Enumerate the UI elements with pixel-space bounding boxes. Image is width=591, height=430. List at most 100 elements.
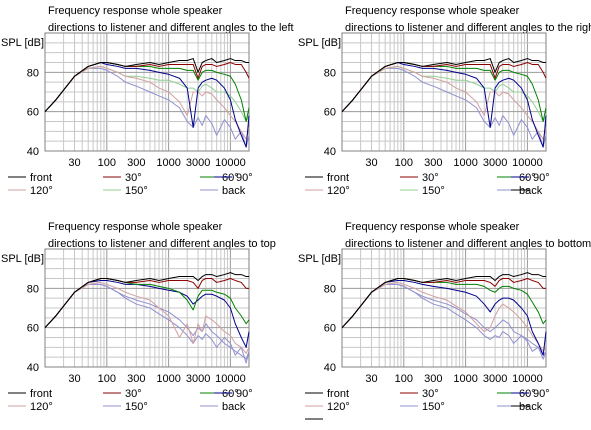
- chart-subtitle: directions to listener and different ang…: [48, 22, 294, 34]
- legend-label: back: [222, 401, 246, 413]
- x-tick-label: 100: [98, 373, 116, 385]
- legend-item: back: [200, 185, 246, 197]
- legend-label: 150°: [422, 185, 445, 197]
- y-tick-label: 60: [27, 107, 39, 119]
- chart-subtitle: directions to listener and different ang…: [345, 22, 591, 34]
- x-tick-label: 100: [395, 373, 413, 385]
- x-tick-label: 10000: [215, 373, 246, 385]
- x-tick-label: 100: [98, 157, 116, 169]
- x-tick-label: 10000: [512, 157, 543, 169]
- series-group: [44, 272, 250, 364]
- legend-label: front: [327, 388, 349, 400]
- x-tick-label: 3000: [186, 373, 210, 385]
- legend-item: 60°: [497, 388, 536, 400]
- x-tick-label: 100: [395, 157, 413, 169]
- legend-item: 120°: [305, 401, 350, 413]
- y-axis-label: SPL [dB]: [298, 37, 341, 49]
- legend-item: 120°: [8, 401, 53, 413]
- legend-label: back: [222, 185, 246, 197]
- series-line-90deg: [341, 279, 547, 356]
- legend: front 30° 60°90° 120° 150° back: [8, 172, 253, 197]
- legend-item: 120°: [305, 185, 350, 197]
- legend: front 30° 60°90° 120° 150° back: [305, 172, 550, 197]
- legend-label: 120°: [327, 401, 350, 413]
- legend-item: 150°: [103, 401, 148, 413]
- legend-label: 150°: [422, 401, 445, 413]
- legend-item: 90°: [214, 172, 253, 184]
- legend-item: front: [8, 388, 52, 400]
- legend-item: front: [8, 172, 52, 184]
- x-tick-label: 300: [424, 373, 442, 385]
- x-tick-label: 3000: [483, 373, 507, 385]
- x-tick-label: 30: [68, 373, 80, 385]
- plot-frame: [44, 32, 250, 152]
- legend-item: front: [305, 388, 349, 400]
- x-tick-label: 300: [424, 157, 442, 169]
- y-tick-label: 80: [27, 283, 39, 295]
- x-tick-label: 30: [365, 157, 377, 169]
- legend-item: 60°: [200, 388, 239, 400]
- y-tick-label: 40: [324, 362, 336, 374]
- chart-panel-2: Frequency response whole speaker directio…: [1, 221, 276, 413]
- y-tick-label: 80: [27, 67, 39, 79]
- legend-item: 150°: [103, 185, 148, 197]
- y-tick-label: 60: [324, 107, 336, 119]
- x-tick-label: 10000: [512, 373, 543, 385]
- legend-item: 90°: [511, 172, 550, 184]
- series-line-front: [44, 272, 249, 329]
- y-tick-label: 40: [324, 146, 336, 158]
- legend-item: back: [497, 185, 543, 197]
- chart-panel-0: Frequency response whole speaker directio…: [1, 5, 294, 197]
- legend-label: 90°: [236, 172, 253, 184]
- chart-subtitle: directions to listener and different ang…: [48, 238, 276, 250]
- chart-title: Frequency response whole speaker: [345, 5, 520, 17]
- series-line-120deg: [44, 65, 250, 140]
- x-tick-label: 3000: [483, 157, 507, 169]
- x-tick-label: 1000: [453, 373, 477, 385]
- y-tick-label: 80: [324, 67, 336, 79]
- y-tick-label: 60: [324, 323, 336, 335]
- series-line-back: [341, 67, 547, 148]
- legend-label: back: [519, 185, 543, 197]
- series-line-120deg: [341, 65, 547, 140]
- series-line-front: [341, 58, 546, 113]
- y-axis-label: SPL [dB]: [1, 37, 44, 49]
- legend-item: 30°: [103, 172, 142, 184]
- series-group: [341, 272, 547, 360]
- y-axis-label: SPL [dB]: [298, 253, 341, 265]
- x-tick-label: 1000: [156, 157, 180, 169]
- legend-label: front: [30, 172, 52, 184]
- x-tick-label: 300: [127, 157, 145, 169]
- legend-item: 90°: [214, 388, 253, 400]
- series-group: [44, 58, 250, 148]
- y-tick-label: 60: [27, 323, 39, 335]
- legend-label: 150°: [125, 401, 148, 413]
- legend-label: 90°: [533, 388, 550, 400]
- legend-label: 60°: [519, 388, 536, 400]
- legend-label: 90°: [533, 172, 550, 184]
- legend-label: 90°: [236, 388, 253, 400]
- x-tick-label: 300: [127, 373, 145, 385]
- legend-item: back: [200, 401, 246, 413]
- legend-label: back: [519, 401, 543, 413]
- legend-item: 60°: [497, 172, 536, 184]
- legend-label: 150°: [125, 185, 148, 197]
- grid: [341, 32, 547, 152]
- series-line-120deg: [44, 281, 250, 354]
- series-group: [341, 58, 547, 148]
- y-tick-label: 80: [324, 283, 336, 295]
- chart-subtitle: directions to listener and different ang…: [345, 238, 591, 250]
- legend-label: 60°: [222, 172, 239, 184]
- legend-item: 30°: [103, 388, 142, 400]
- chart-panel-3: Frequency response whole speaker directio…: [298, 221, 591, 420]
- x-tick-label: 30: [365, 373, 377, 385]
- legend-item: 150°: [400, 401, 445, 413]
- chart-panel-1: Frequency response whole speaker directio…: [298, 5, 591, 197]
- legend-label: 120°: [30, 401, 53, 413]
- legend-label: 60°: [222, 388, 239, 400]
- chart-title: Frequency response whole speaker: [345, 221, 520, 233]
- y-axis-label: SPL [dB]: [1, 253, 44, 265]
- plot-frame: [341, 248, 547, 368]
- legend-item: back: [497, 401, 543, 413]
